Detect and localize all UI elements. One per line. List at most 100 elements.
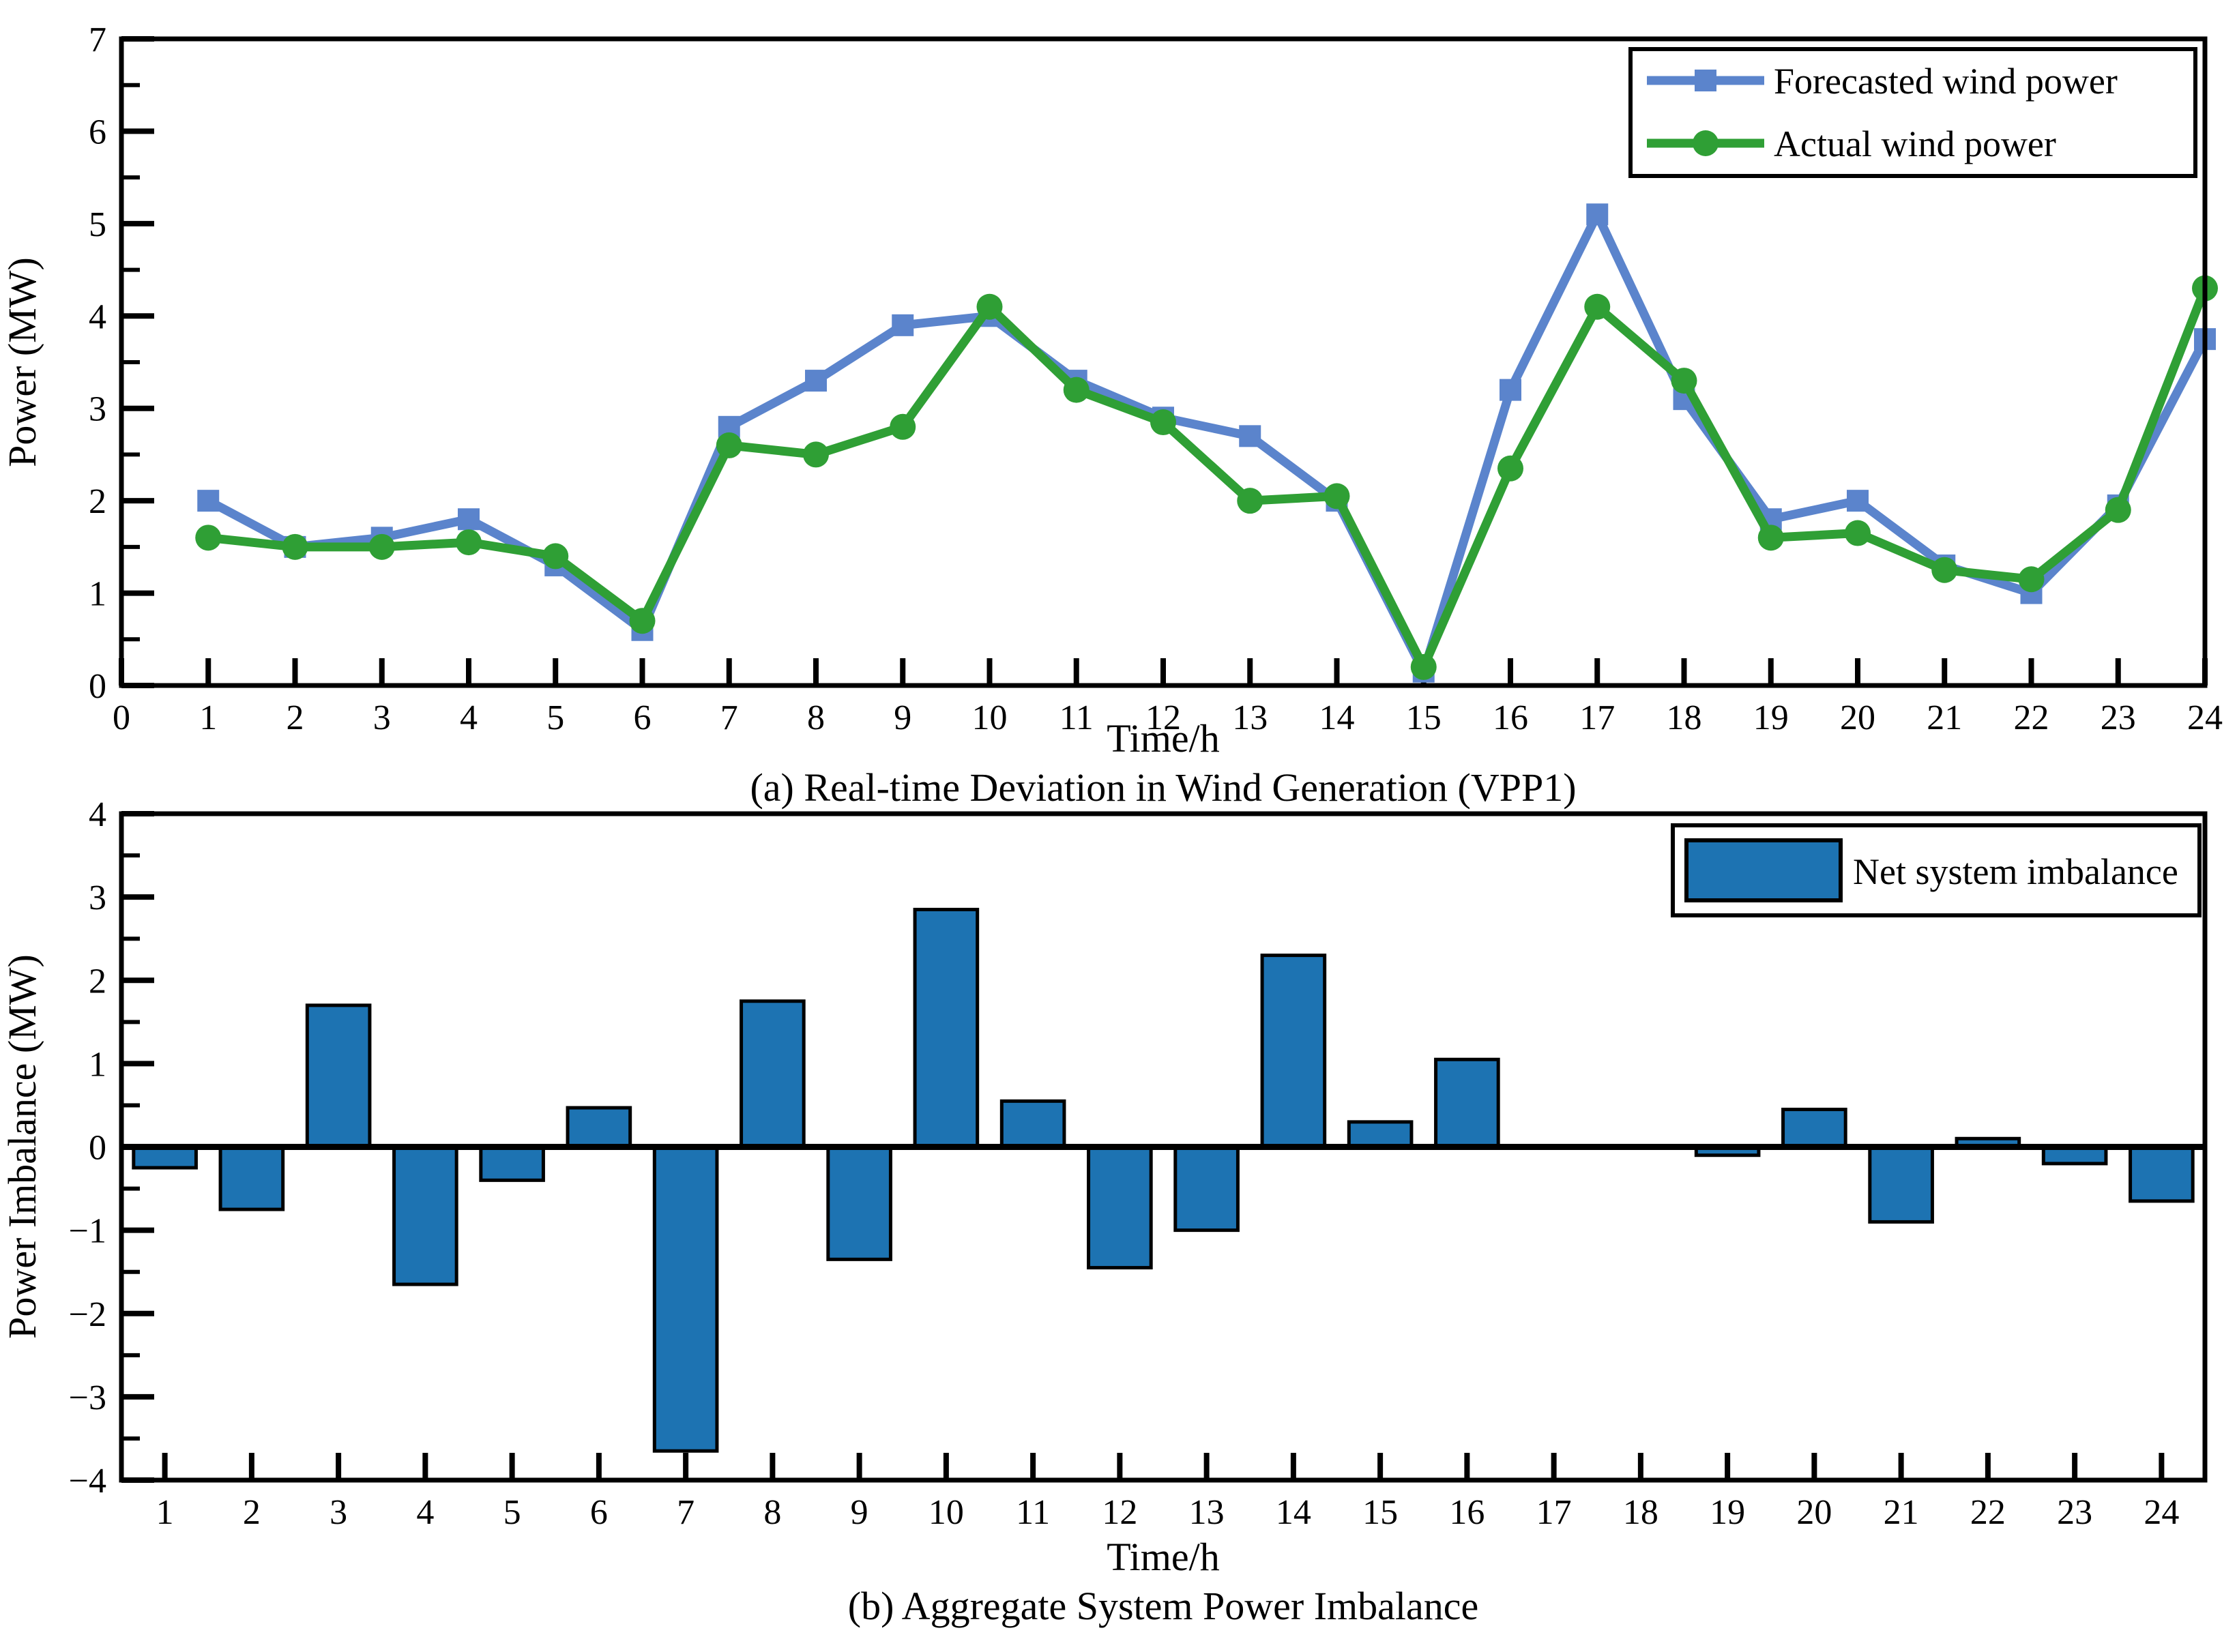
imbalance-bar (479, 1145, 545, 1182)
x-tick-label: 18 (1667, 698, 1702, 737)
forecast-marker (805, 370, 827, 392)
imbalance-bar (1260, 954, 1327, 1149)
panel-a-data (195, 203, 2218, 683)
x-tick-label: 15 (1406, 698, 1442, 737)
forecast-marker (1586, 203, 1609, 226)
actual-legend-circle-marker-icon (1693, 130, 1719, 156)
actual-marker (1237, 488, 1263, 514)
x-tick-label: 12 (1102, 1493, 1137, 1532)
imbalance-bar (826, 1145, 892, 1261)
x-tick-label: 15 (1362, 1493, 1398, 1532)
x-tick-label: 4 (416, 1493, 434, 1532)
x-tick-label: 18 (1623, 1493, 1658, 1532)
forecast-marker (197, 490, 220, 512)
x-tick-label: 2 (243, 1493, 261, 1532)
x-tick-label: 17 (1579, 698, 1615, 737)
x-tick-label: 5 (546, 698, 564, 737)
y-tick-label: 5 (89, 205, 106, 244)
panel-a: 0 1 2 3 4 5 6 7 8 9 10 11 12 13 14 15 16 17 18 19 20 21 22 23 24… (0, 20, 2223, 810)
imbalance-bar (2129, 1145, 2195, 1203)
actual-marker (890, 413, 916, 440)
x-tick-label: 4 (460, 698, 478, 737)
panel-a-y-axis-label: Power (MW) (0, 257, 44, 467)
imbalance-bar (652, 1145, 719, 1453)
x-tick-label: 3 (330, 1493, 347, 1532)
x-tick-label: 14 (1276, 1493, 1311, 1532)
forecast-legend-label: Forecasted wind power (1774, 61, 2118, 102)
actual-marker (2018, 566, 2045, 593)
x-tick-label: 3 (373, 698, 391, 737)
x-tick-label: 9 (894, 698, 911, 737)
x-tick-label: 22 (1970, 1493, 2006, 1532)
y-tick-label: 1 (89, 575, 106, 614)
imbalance-bar (218, 1145, 285, 1211)
x-tick-label: 24 (2187, 698, 2223, 737)
imbalance-bar (1347, 1120, 1414, 1149)
y-tick-label: 6 (89, 113, 106, 151)
imbalance-bar (1868, 1145, 1934, 1224)
x-tick-label: 10 (929, 1493, 964, 1532)
y-tick-label: 3 (89, 390, 106, 429)
forecast-legend-square-marker-icon (1695, 70, 1716, 91)
actual-marker (1150, 409, 1176, 436)
panel-a-legend-box (1628, 47, 2197, 178)
imbalance-bar (566, 1106, 632, 1149)
x-tick-label: 1 (156, 1493, 174, 1532)
x-tick-label: 12 (1145, 698, 1181, 737)
panel-a-x-axis-label: Time/h (1107, 716, 1219, 761)
imbalance-legend-bar-swatch (1684, 838, 1843, 902)
y-tick-label: 7 (89, 20, 106, 59)
actual-marker (542, 543, 569, 570)
x-tick-label: 16 (1493, 698, 1528, 737)
x-tick-label: 7 (677, 1493, 695, 1532)
imbalance-bar (1781, 1108, 1847, 1149)
forecast-line (206, 209, 2209, 677)
x-tick-label: 8 (763, 1493, 781, 1532)
x-tick-label: 6 (634, 698, 652, 737)
x-tick-label: 10 (972, 698, 1008, 737)
imbalance-legend-label: Net system imbalance (1853, 851, 2178, 892)
imbalance-bar (305, 1003, 372, 1149)
x-tick-label: 0 (113, 698, 130, 737)
y-tick-label: 0 (89, 1129, 106, 1168)
actual-marker (282, 533, 308, 560)
x-tick-label: 5 (503, 1493, 521, 1532)
y-tick-label: −3 (69, 1378, 106, 1417)
x-tick-label: 20 (1840, 698, 1875, 737)
y-tick-label: −4 (69, 1462, 106, 1501)
x-tick-label: 11 (1059, 698, 1094, 737)
y-tick-label: 4 (89, 297, 106, 336)
x-tick-label: 16 (1449, 1493, 1485, 1532)
panel-b-bars (132, 907, 2195, 1453)
x-tick-label: 20 (1796, 1493, 1832, 1532)
forecast-marker (892, 314, 914, 336)
actual-marker (629, 608, 656, 634)
x-tick-label: 23 (2057, 1493, 2092, 1532)
y-tick-label: 0 (89, 667, 106, 706)
actual-marker (1931, 557, 1958, 583)
imbalance-bar (1173, 1145, 1240, 1233)
actual-marker (1584, 293, 1611, 320)
panel-b-legend: Net system imbalance (1671, 823, 2202, 917)
forecast-marker (458, 508, 480, 531)
actual-marker (195, 525, 222, 551)
forecast-marker (1239, 425, 1261, 447)
forecast-marker (1500, 379, 1521, 401)
x-tick-label: 23 (2101, 698, 2136, 737)
panel-a-caption: (a) Real-time Deviation in Wind Generati… (750, 765, 1576, 810)
imbalance-bar (132, 1145, 198, 1170)
x-tick-label: 14 (1319, 698, 1355, 737)
actual-marker (976, 293, 1003, 320)
y-tick-label: 2 (89, 962, 106, 1001)
panel-a-ticks: 0 1 2 3 4 5 6 7 8 9 10 11 12 13 14 15 16 17 18 19 20 21 22 23 24… (89, 20, 2223, 737)
y-tick-label: 3 (89, 879, 106, 917)
y-tick-label: 1 (89, 1045, 106, 1084)
actual-marker (368, 533, 395, 560)
x-tick-label: 9 (851, 1493, 868, 1532)
x-tick-label: 13 (1189, 1493, 1225, 1532)
actual-marker (1063, 377, 1090, 403)
actual-marker (1845, 520, 1871, 546)
x-tick-label: 19 (1753, 698, 1789, 737)
